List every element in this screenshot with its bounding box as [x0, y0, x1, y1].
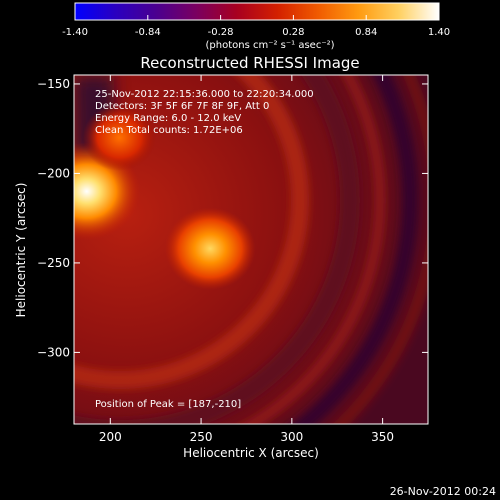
source-blob	[164, 207, 256, 290]
annotation-counts: Clean Total counts: 1.72E+06	[95, 125, 243, 136]
x-tick-label: 250	[190, 430, 213, 444]
source-blob	[82, 104, 157, 172]
colorbar-tick-label: -0.84	[135, 27, 161, 38]
annotation-time: 25-Nov-2012 22:15:36.000 to 22:20:34.000	[95, 89, 314, 100]
colorbar-ticks: -1.40 -0.84 -0.28 0.28 0.84 1.40	[62, 15, 450, 38]
colorbar-tick-label: 1.40	[428, 27, 450, 38]
colorbar-tick-label: 0.28	[282, 27, 304, 38]
x-axis-label: Heliocentric X (arcsec)	[183, 446, 319, 460]
colorbar-gradient	[74, 2, 440, 21]
y-axis: −150 −200 −250 −300	[37, 77, 428, 359]
x-tick-label: 300	[280, 430, 303, 444]
sources-layer	[74, 104, 256, 290]
colorbar-tick-label: -0.28	[208, 27, 234, 38]
y-tick-label: −150	[37, 77, 70, 91]
colorbar-tick-label: 0.84	[355, 27, 377, 38]
x-tick-label: 200	[99, 430, 122, 444]
y-axis-label: Heliocentric Y (arcsec)	[14, 183, 28, 318]
chart-title: Reconstructed RHESSI Image	[140, 54, 359, 72]
footer-date: 26-Nov-2012 00:24	[390, 485, 496, 498]
y-tick-label: −300	[37, 345, 70, 359]
y-tick-label: −250	[37, 256, 70, 270]
colorbar-label: (photons cm⁻² s⁻¹ asec⁻²)	[205, 40, 334, 51]
y-tick-label: −200	[37, 166, 70, 180]
annotation-detectors: Detectors: 3F 5F 6F 7F 8F 9F, Att 0	[95, 101, 269, 112]
heatmap-image	[74, 75, 428, 424]
annotations: 25-Nov-2012 22:15:36.000 to 22:20:34.000…	[95, 89, 314, 410]
colorbar: -1.40 -0.84 -0.28 0.28 0.84 1.40 (photons cm⁻…	[62, 2, 450, 51]
annotation-energy: Energy Range: 6.0 - 12.0 keV	[95, 113, 241, 124]
plot-frame	[73, 74, 429, 425]
x-axis: 200 250 300 350	[99, 75, 394, 444]
peak-position: Position of Peak = [187,-210]	[95, 399, 241, 410]
colorbar-tick-label: -1.40	[62, 27, 88, 38]
x-tick-label: 350	[371, 430, 394, 444]
